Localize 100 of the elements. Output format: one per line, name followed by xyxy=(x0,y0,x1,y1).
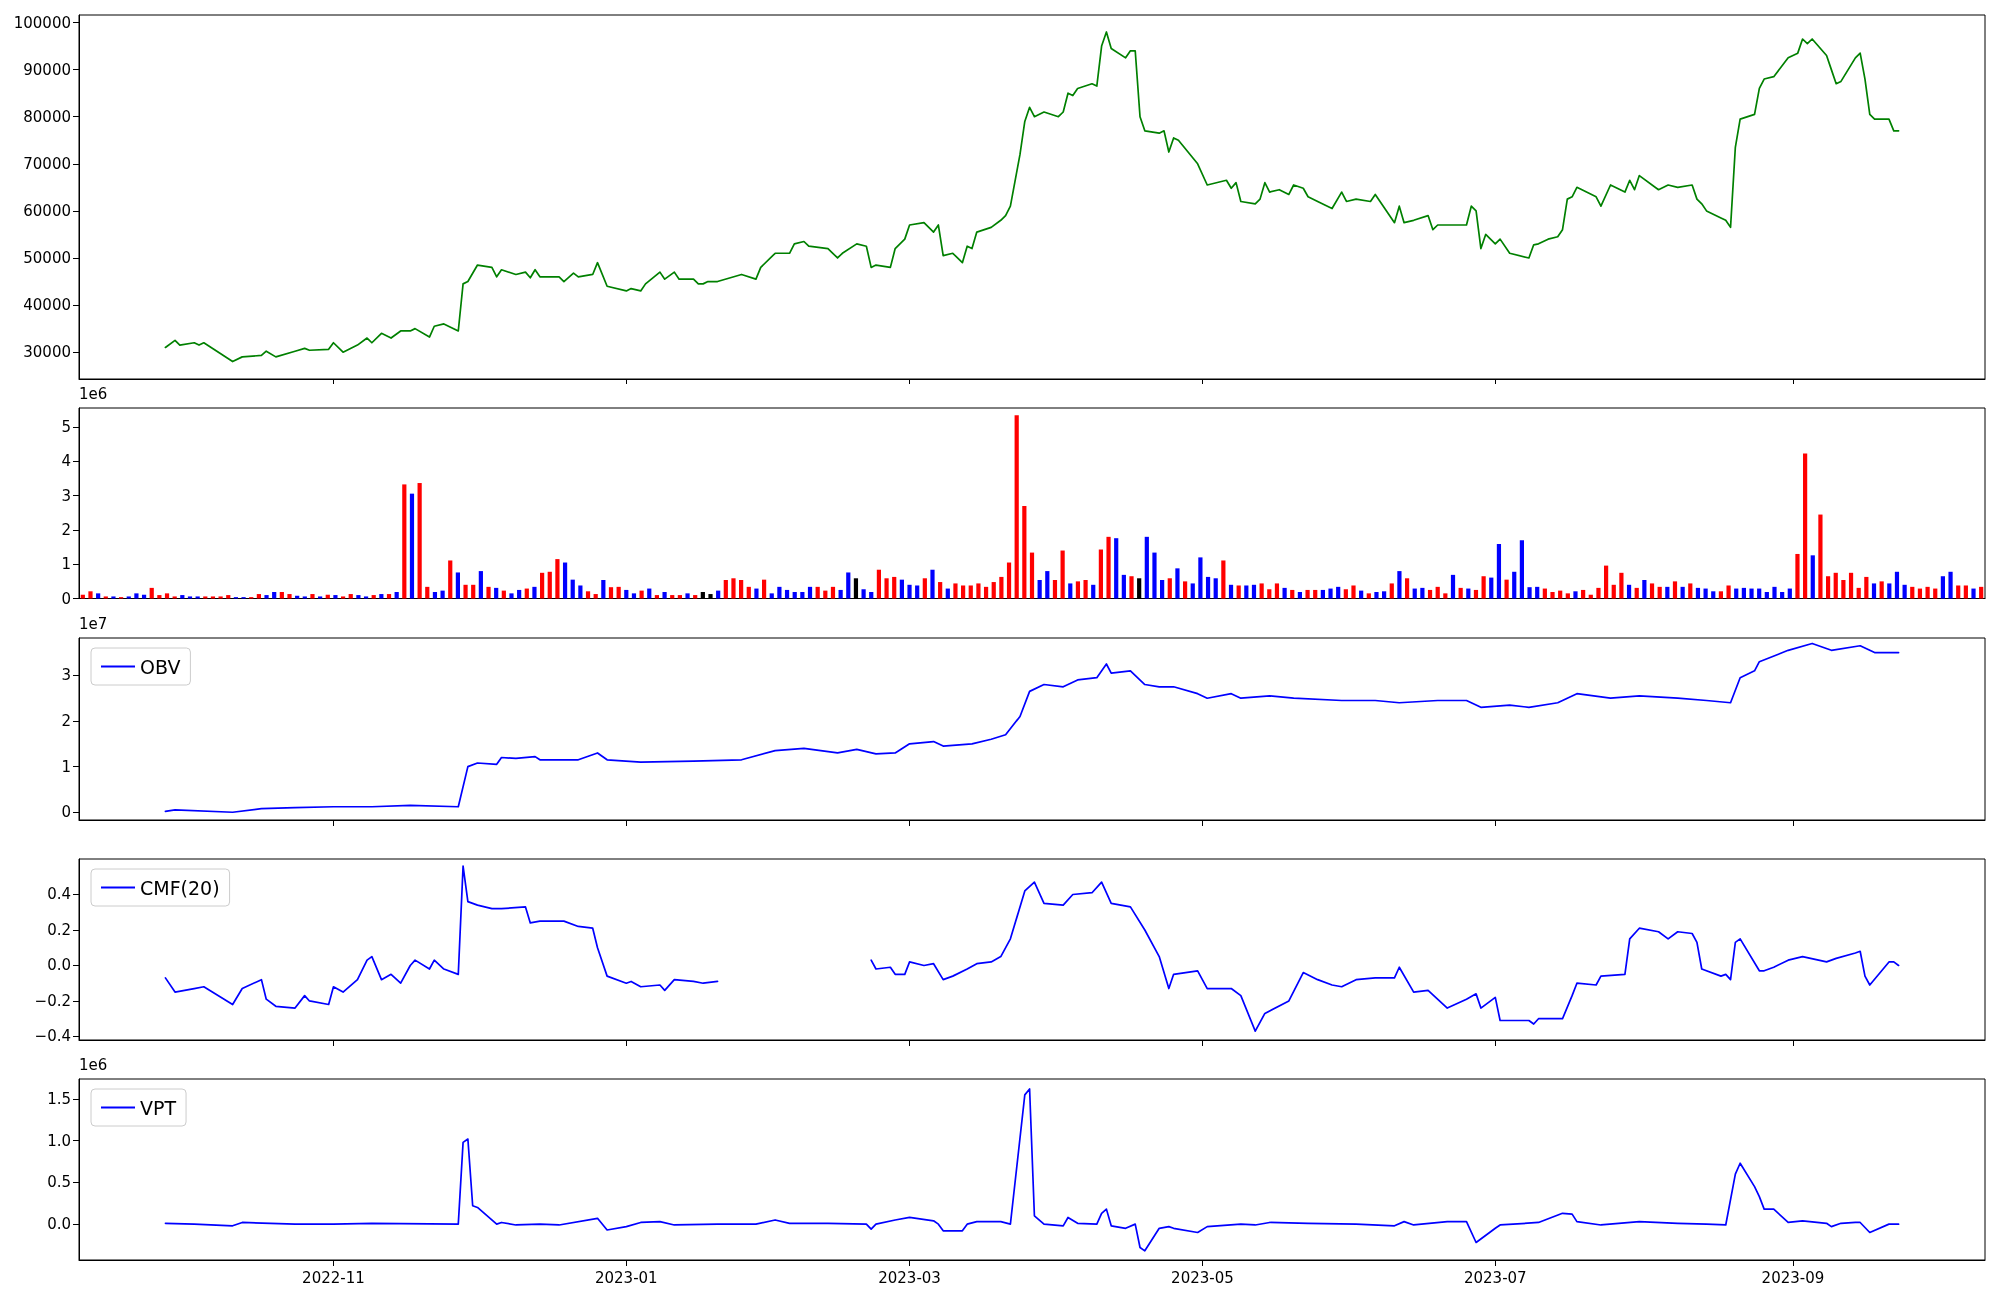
x-tick-label: 2023-03 xyxy=(878,1268,941,1287)
bar xyxy=(853,578,859,599)
bar xyxy=(1382,591,1387,599)
bar xyxy=(88,591,93,599)
bar xyxy=(517,589,522,599)
bar xyxy=(769,593,774,599)
bar xyxy=(310,594,315,599)
bar xyxy=(1144,536,1149,599)
bar xyxy=(746,586,751,599)
bar xyxy=(953,583,958,599)
bar xyxy=(1581,589,1586,599)
bar xyxy=(1535,586,1540,599)
bar xyxy=(1091,584,1096,599)
bar xyxy=(1703,588,1708,599)
y-tick-label: 30000 xyxy=(23,343,71,362)
bar xyxy=(1052,580,1058,599)
y-tick-label: 3 xyxy=(61,486,71,505)
bar xyxy=(1481,576,1486,599)
bar xyxy=(1879,581,1884,599)
bar xyxy=(884,578,889,599)
bar xyxy=(892,576,897,599)
bar xyxy=(1971,588,1976,599)
text: 1e6 xyxy=(79,1055,108,1074)
bar xyxy=(1772,586,1777,599)
bar xyxy=(1404,578,1410,599)
bar xyxy=(1267,589,1272,599)
bar xyxy=(723,580,728,599)
bar xyxy=(647,588,652,599)
bar xyxy=(471,584,476,599)
bar xyxy=(968,585,973,599)
bar xyxy=(800,591,805,599)
bar xyxy=(1251,584,1257,599)
bar xyxy=(915,585,920,599)
bar xyxy=(1343,589,1348,599)
bar xyxy=(555,559,560,599)
y-tick-label: 80000 xyxy=(23,107,71,126)
bar xyxy=(1588,594,1593,599)
y-tick-label: 1.5 xyxy=(47,1090,71,1109)
bar xyxy=(1818,514,1823,599)
y-tick-label: 60000 xyxy=(23,201,71,220)
bar xyxy=(777,586,782,599)
bar xyxy=(807,586,813,599)
y-tick-label: 0.5 xyxy=(47,1173,71,1192)
bar xyxy=(1749,588,1754,599)
bar xyxy=(1565,593,1570,599)
bar xyxy=(570,579,575,599)
bar xyxy=(1649,583,1655,599)
bar xyxy=(210,596,216,599)
bar xyxy=(930,569,935,599)
y-tick-label: 2 xyxy=(61,520,71,539)
bar xyxy=(601,580,606,599)
bar xyxy=(1657,586,1662,599)
bar xyxy=(1244,585,1249,599)
bar xyxy=(761,579,767,599)
bar xyxy=(264,595,269,599)
bar xyxy=(1726,585,1731,599)
bar xyxy=(103,596,108,599)
text: 1e6 xyxy=(79,384,108,403)
bar xyxy=(425,586,430,599)
bar xyxy=(1940,576,1945,599)
bar xyxy=(455,572,461,599)
y-tick-label: 1 xyxy=(61,757,71,776)
bar xyxy=(1075,581,1081,599)
bar xyxy=(1221,560,1226,599)
bar xyxy=(1435,586,1440,599)
bar xyxy=(593,594,598,599)
bar xyxy=(486,586,491,599)
bar xyxy=(562,562,568,599)
y-tick-label: 1 xyxy=(61,555,71,574)
bar xyxy=(1121,574,1126,599)
bar xyxy=(922,578,927,599)
bar xyxy=(1336,586,1341,599)
bar xyxy=(532,586,537,599)
bar xyxy=(195,596,200,599)
bar xyxy=(1152,552,1157,599)
bar xyxy=(417,483,422,599)
bar xyxy=(1672,581,1678,599)
bar xyxy=(1504,579,1509,599)
bar xyxy=(333,595,338,599)
bar xyxy=(1351,585,1356,599)
bar xyxy=(716,590,721,599)
bar xyxy=(1374,591,1379,599)
bar xyxy=(876,569,882,599)
bar xyxy=(1182,581,1188,599)
bar xyxy=(494,587,499,599)
bar xyxy=(784,589,790,599)
bar xyxy=(1313,589,1318,599)
bar xyxy=(999,576,1004,599)
bar xyxy=(386,594,392,599)
bar xyxy=(1803,453,1808,599)
bar xyxy=(1764,591,1769,599)
bar xyxy=(1190,583,1195,599)
bar xyxy=(1213,578,1218,599)
bar xyxy=(524,588,529,599)
bar xyxy=(1228,584,1234,599)
bar xyxy=(1864,576,1869,599)
bar xyxy=(1106,536,1111,599)
bar xyxy=(578,585,583,599)
bar xyxy=(1129,576,1134,599)
bar xyxy=(1695,587,1701,599)
